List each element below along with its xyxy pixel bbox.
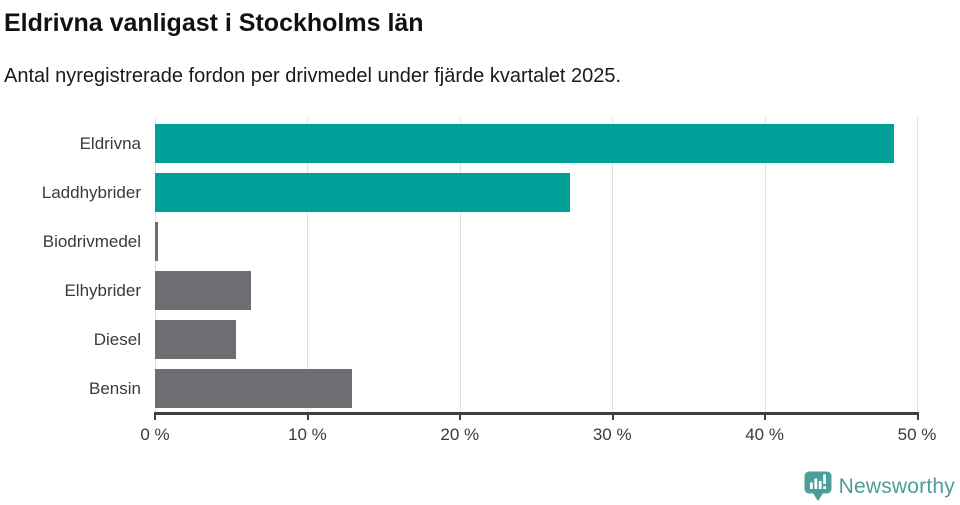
bar-track: [155, 119, 917, 168]
bar-row-bensin: Bensin: [0, 364, 917, 413]
gridline-40pct: [764, 117, 766, 412]
bar-row-elhybrider: Elhybrider: [0, 266, 917, 315]
category-label: Laddhybrider: [41, 182, 141, 202]
x-tick-label: 40 %: [745, 425, 784, 444]
category-label: Elhybrider: [64, 280, 141, 300]
bar-track: [155, 315, 917, 364]
bar-eldrivna: [155, 124, 895, 163]
plot-area: Eldrivna Laddhybrider Biodrivmedel Elhyb…: [0, 117, 917, 413]
newsworthy-logo: Newsworthy: [804, 471, 955, 502]
bar-track: [155, 217, 917, 266]
category-label: Bensin: [89, 378, 141, 398]
x-tick-label: 0 %: [140, 425, 170, 444]
bar-bensin: [155, 369, 352, 408]
x-axis-tick: [611, 412, 614, 420]
plot-gridlines: [155, 117, 918, 412]
bar-chart: Eldrivna Laddhybrider Biodrivmedel Elhyb…: [0, 113, 960, 447]
x-tick-label: 10 %: [288, 425, 327, 444]
gridline-10pct: [307, 117, 309, 412]
newsworthy-logo-text: Newsworthy: [838, 474, 955, 498]
bar-biodrivmedel: [155, 222, 159, 261]
x-tick-label: 20 %: [440, 425, 480, 444]
x-axis-line: [154, 412, 919, 420]
newsworthy-bar-chart-speech-bubble-icon: [804, 471, 832, 502]
bar-row-biodrivmedel: Biodrivmedel: [0, 217, 917, 266]
category-label: Biodrivmedel: [42, 231, 141, 251]
gridline-50pct: [917, 117, 918, 412]
x-axis-tick: [154, 412, 156, 420]
bar-track: [155, 364, 917, 413]
bar-row-diesel: Diesel: [0, 315, 917, 364]
x-axis-tick: [459, 412, 462, 420]
bar-row-eldrivna: Eldrivna: [0, 119, 917, 168]
bar-track: [155, 168, 917, 217]
gridline-0pct: [155, 117, 156, 412]
x-tick-label: 30 %: [592, 425, 632, 444]
x-axis-tick: [764, 412, 767, 420]
bar-elhybrider: [155, 271, 251, 310]
bar-diesel: [155, 320, 236, 359]
category-label: Diesel: [93, 329, 141, 349]
bar-row-laddhybrider: Laddhybrider: [0, 168, 917, 217]
gridline-30pct: [612, 117, 614, 412]
x-tick-label: 50 %: [897, 425, 937, 444]
chart-title: Eldrivna vanligast i Stockholms län: [4, 9, 424, 37]
chart-subtitle: Antal nyregistrerade fordon per drivmede…: [4, 65, 622, 87]
x-axis-tick: [917, 412, 919, 420]
category-label: Eldrivna: [79, 133, 141, 153]
bar-track: [155, 266, 917, 315]
x-axis-tick: [306, 412, 309, 420]
bar-laddhybrider: [155, 173, 570, 212]
x-axis-tick-labels: 0 % 10 % 20 % 30 % 40 % 50 %: [140, 420, 936, 450]
gridline-20pct: [459, 117, 461, 412]
